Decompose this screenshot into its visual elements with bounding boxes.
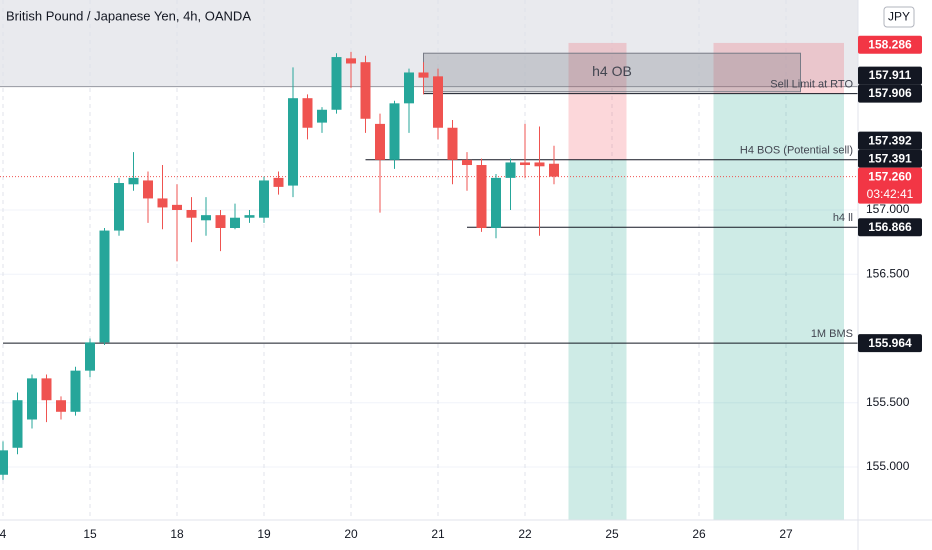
candle-body: [505, 162, 516, 178]
x-tick-label: 25: [605, 527, 619, 541]
target-zone: [713, 93, 844, 520]
currency-box: [883, 6, 915, 28]
price-tag-label: 155.964: [868, 336, 912, 350]
x-tick-label: 27: [779, 527, 793, 541]
currency-label: JPY: [888, 10, 910, 24]
price-tag-bg: [858, 66, 922, 85]
candle-body: [346, 58, 356, 64]
y-tick-label: 155.500: [866, 395, 910, 409]
candle-body: [186, 210, 197, 218]
candle-body: [404, 72, 414, 104]
price-tag: 157.911: [858, 66, 922, 85]
candle-body: [447, 127, 458, 160]
price-tag-label: 157.260: [868, 169, 912, 183]
y-tick-label: 156.500: [866, 266, 910, 280]
stop-zone: [713, 42, 844, 94]
candle-body: [259, 180, 269, 218]
candle-body: [201, 215, 211, 221]
price-tag-bg: [858, 149, 922, 168]
price-tag-label: 157.911: [869, 68, 912, 82]
price-tag: 157.392: [858, 131, 922, 150]
candle-body: [157, 198, 168, 208]
candle-body: [418, 72, 429, 78]
level-label: 1M BMS: [811, 328, 853, 340]
x-tick-label: 21: [431, 527, 445, 541]
price-tag-label: 157.392: [868, 133, 912, 147]
range-zone: [0, 0, 858, 87]
candle-body: [128, 177, 139, 185]
candle-body: [85, 342, 95, 371]
price-tag-label: 157.391: [868, 151, 912, 165]
price-tag-label: 157.906: [868, 86, 912, 100]
candle-body: [172, 204, 182, 211]
price-tag: 155.964: [858, 334, 922, 353]
price-tag-bg: [858, 35, 922, 54]
price-tag-bg: [858, 334, 922, 353]
x-tick-label: 22: [518, 527, 532, 541]
price-tag: 156.866: [858, 218, 922, 237]
price-tag-bg: [858, 131, 922, 150]
candle-body: [288, 98, 298, 186]
candle-body: [273, 177, 284, 187]
y-tick-label: 155.000: [866, 459, 910, 473]
candle-body: [534, 162, 545, 167]
level-label: H4 BOS (Potential sell): [740, 145, 853, 157]
price-tag: 158.286: [858, 35, 922, 54]
ob-box: [423, 52, 801, 93]
candle-body: [433, 76, 443, 128]
candle-body: [476, 165, 487, 228]
candle-body: [549, 163, 559, 177]
price-tag-label: 156.866: [868, 220, 912, 234]
candle-body: [143, 180, 153, 199]
candle-body: [114, 183, 124, 231]
price-tag: 157.260 03:42:41: [858, 167, 922, 204]
candle-body: [41, 378, 52, 401]
x-tick-label: 15: [83, 527, 97, 541]
candle-body: [99, 230, 110, 343]
candle-body: [520, 162, 530, 166]
candle-body: [215, 215, 226, 228]
candle-body: [462, 159, 472, 166]
level-label: Sell Limit at RTO: [770, 78, 853, 90]
x-tick-label: 18: [170, 527, 184, 541]
candle-body: [331, 57, 342, 110]
price-tag: 157.906: [858, 84, 922, 103]
x-tick-label: 26: [692, 527, 706, 541]
x-tick-label: 20: [344, 527, 358, 541]
candle-body: [56, 400, 66, 412]
price-tag-countdown: 03:42:41: [867, 187, 914, 201]
ob-label: h4 OB: [592, 63, 632, 79]
price-tag-label: 158.286: [868, 37, 912, 51]
candle-body: [12, 400, 23, 448]
price-tag-bg: [858, 84, 922, 103]
candle-body: [27, 378, 37, 420]
candle-body: [317, 109, 327, 123]
price-tag-bg: [858, 218, 922, 237]
target-zone: [568, 159, 627, 520]
y-tick-label: 157.000: [866, 202, 910, 216]
candle-body: [70, 370, 81, 412]
price-tag: 157.391: [858, 149, 922, 168]
x-tick-label: 19: [257, 527, 271, 541]
price-tag-bg: [858, 167, 922, 204]
candle-body: [302, 98, 313, 128]
candle-body: [230, 217, 240, 228]
x-tick-label: 4: [0, 527, 7, 541]
candle-body: [491, 177, 501, 228]
level-label: h4 ll: [833, 212, 853, 224]
candle-body: [375, 123, 385, 160]
candle-body: [244, 215, 255, 218]
stop-zone: [568, 42, 627, 160]
chart-title: British Pound / Japanese Yen, 4h, OANDA: [6, 8, 251, 23]
candle-body: [389, 103, 400, 160]
candle-body: [0, 450, 8, 475]
candle-body: [360, 62, 371, 119]
